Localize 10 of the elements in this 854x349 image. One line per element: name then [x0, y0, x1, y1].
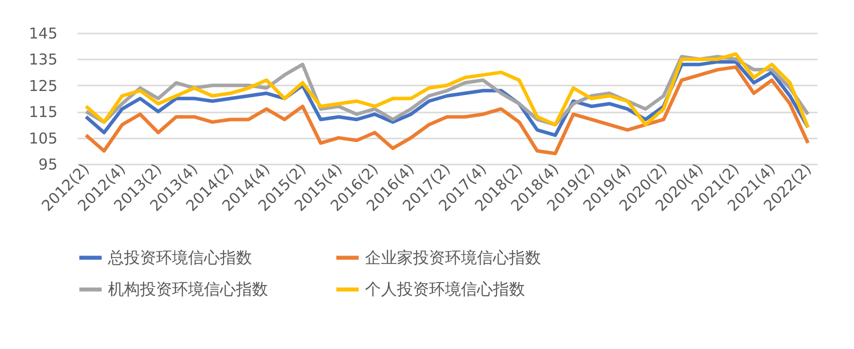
legend-label: 个人投资环境信心指数 — [365, 280, 525, 298]
y-tick-label: 145 — [28, 24, 58, 42]
y-tick-label: 105 — [28, 129, 58, 148]
line-series — [84, 65, 810, 156]
y-tick-label: 115 — [28, 103, 58, 122]
legend-label: 总投资环境信心指数 — [107, 248, 252, 267]
legend-label: 企业家投资环境信心指数 — [365, 248, 541, 267]
y-tick-label: 125 — [28, 76, 58, 95]
legend-label: 机构投资环境信心指数 — [108, 280, 268, 298]
y-tick-label: 135 — [28, 50, 58, 69]
